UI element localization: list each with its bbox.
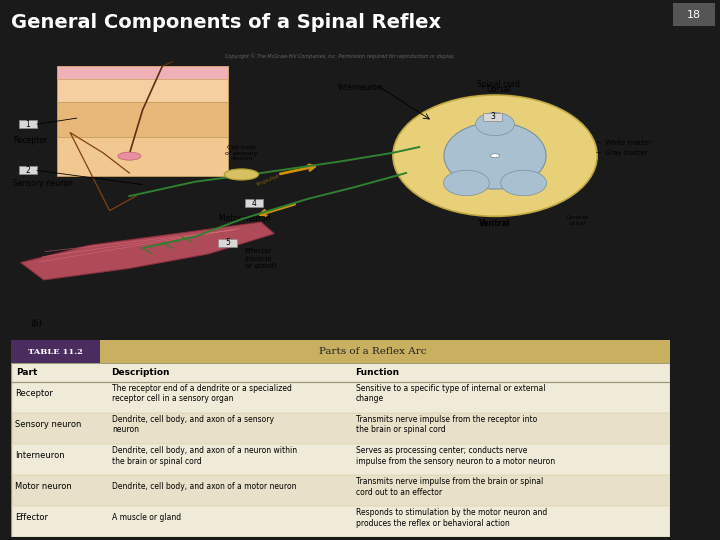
Text: Dendrite, cell body, and axon of a neuron within
the brain or spinal cord: Dendrite, cell body, and axon of a neuro… <box>112 446 297 465</box>
Text: 5: 5 <box>225 238 230 247</box>
Text: Ventral: Ventral <box>480 219 510 228</box>
Bar <box>57 66 228 103</box>
Text: 4: 4 <box>251 199 256 207</box>
Text: Gray matter: Gray matter <box>605 150 647 157</box>
Bar <box>483 112 502 120</box>
Bar <box>11 413 670 444</box>
Bar <box>245 199 263 207</box>
Text: Receptor: Receptor <box>14 136 48 145</box>
Ellipse shape <box>393 95 597 217</box>
Text: Effector
(muscle
or gland): Effector (muscle or gland) <box>245 248 276 269</box>
Text: Dendrite, cell body, and axon of a sensory
neuron: Dendrite, cell body, and axon of a senso… <box>112 415 274 435</box>
Text: Responds to stimulation by the motor neuron and
produces the reflex or behaviora: Responds to stimulation by the motor neu… <box>356 508 547 528</box>
Text: Dendrite, cell body, and axon of a motor neuron: Dendrite, cell body, and axon of a motor… <box>112 482 297 491</box>
Text: Serves as processing center; conducts nerve
impulse from the sensory neuron to a: Serves as processing center; conducts ne… <box>356 446 555 465</box>
Text: Cell body
of sensory
neuron: Cell body of sensory neuron <box>225 145 258 161</box>
Bar <box>57 103 228 138</box>
Ellipse shape <box>500 170 546 195</box>
Ellipse shape <box>118 152 141 160</box>
Bar <box>11 444 670 475</box>
Text: Receptor: Receptor <box>15 389 53 398</box>
Text: A muscle or gland: A muscle or gland <box>112 514 181 523</box>
Text: Function: Function <box>356 368 400 377</box>
Ellipse shape <box>490 154 500 158</box>
Text: Description: Description <box>112 368 170 377</box>
Text: 3: 3 <box>490 112 495 121</box>
Ellipse shape <box>476 113 514 136</box>
Text: Interneuron: Interneuron <box>15 451 65 460</box>
Bar <box>11 506 670 537</box>
Bar <box>19 166 37 174</box>
Text: The receptor end of a dendrite or a specialized
receptor cell in a sensory organ: The receptor end of a dendrite or a spec… <box>112 383 292 403</box>
Bar <box>673 3 715 26</box>
Bar <box>11 340 100 363</box>
Bar <box>57 66 228 79</box>
Bar <box>11 363 670 382</box>
Ellipse shape <box>444 170 490 195</box>
Bar <box>100 340 670 363</box>
Bar <box>19 120 37 128</box>
Text: Transmits nerve impulse from the receptor into
the brain or spinal cord: Transmits nerve impulse from the recepto… <box>356 415 537 435</box>
Text: Central
canal: Central canal <box>566 215 589 226</box>
Ellipse shape <box>444 123 546 189</box>
Text: General Components of a Spinal Reflex: General Components of a Spinal Reflex <box>11 13 441 32</box>
Text: (b): (b) <box>30 319 42 328</box>
Text: TABLE 11.2: TABLE 11.2 <box>28 348 83 355</box>
Text: Dorsal: Dorsal <box>486 85 510 93</box>
Text: 1: 1 <box>25 120 30 129</box>
Text: Sensory neuron: Sensory neuron <box>14 179 73 188</box>
Ellipse shape <box>224 169 258 180</box>
Polygon shape <box>21 222 274 280</box>
Bar <box>11 475 670 506</box>
Text: Impulse: Impulse <box>256 173 280 187</box>
Text: Copyright © The McGraw-Hill Companies, Inc. Permission required for reproduction: Copyright © The McGraw-Hill Companies, I… <box>225 53 455 59</box>
Text: Interneuron: Interneuron <box>338 84 382 92</box>
Text: White matter: White matter <box>605 140 652 146</box>
Bar <box>218 239 237 247</box>
Text: Motor neuron: Motor neuron <box>15 482 72 491</box>
Text: 2: 2 <box>25 166 30 175</box>
Text: Spinal cord: Spinal cord <box>477 80 520 89</box>
Text: Sensory neuron: Sensory neuron <box>15 420 82 429</box>
Text: Sensitive to a specific type of internal or external
change: Sensitive to a specific type of internal… <box>356 383 546 403</box>
Text: 18: 18 <box>687 10 701 19</box>
Text: Effector: Effector <box>15 514 48 523</box>
Text: Transmits nerve impulse from the brain or spinal
cord out to an effector: Transmits nerve impulse from the brain o… <box>356 477 544 497</box>
Bar <box>11 382 670 413</box>
Text: Parts of a Reflex Arc: Parts of a Reflex Arc <box>320 347 427 356</box>
Bar <box>57 138 228 176</box>
Text: Part: Part <box>16 368 37 377</box>
Text: Motor neuron: Motor neuron <box>219 214 271 223</box>
